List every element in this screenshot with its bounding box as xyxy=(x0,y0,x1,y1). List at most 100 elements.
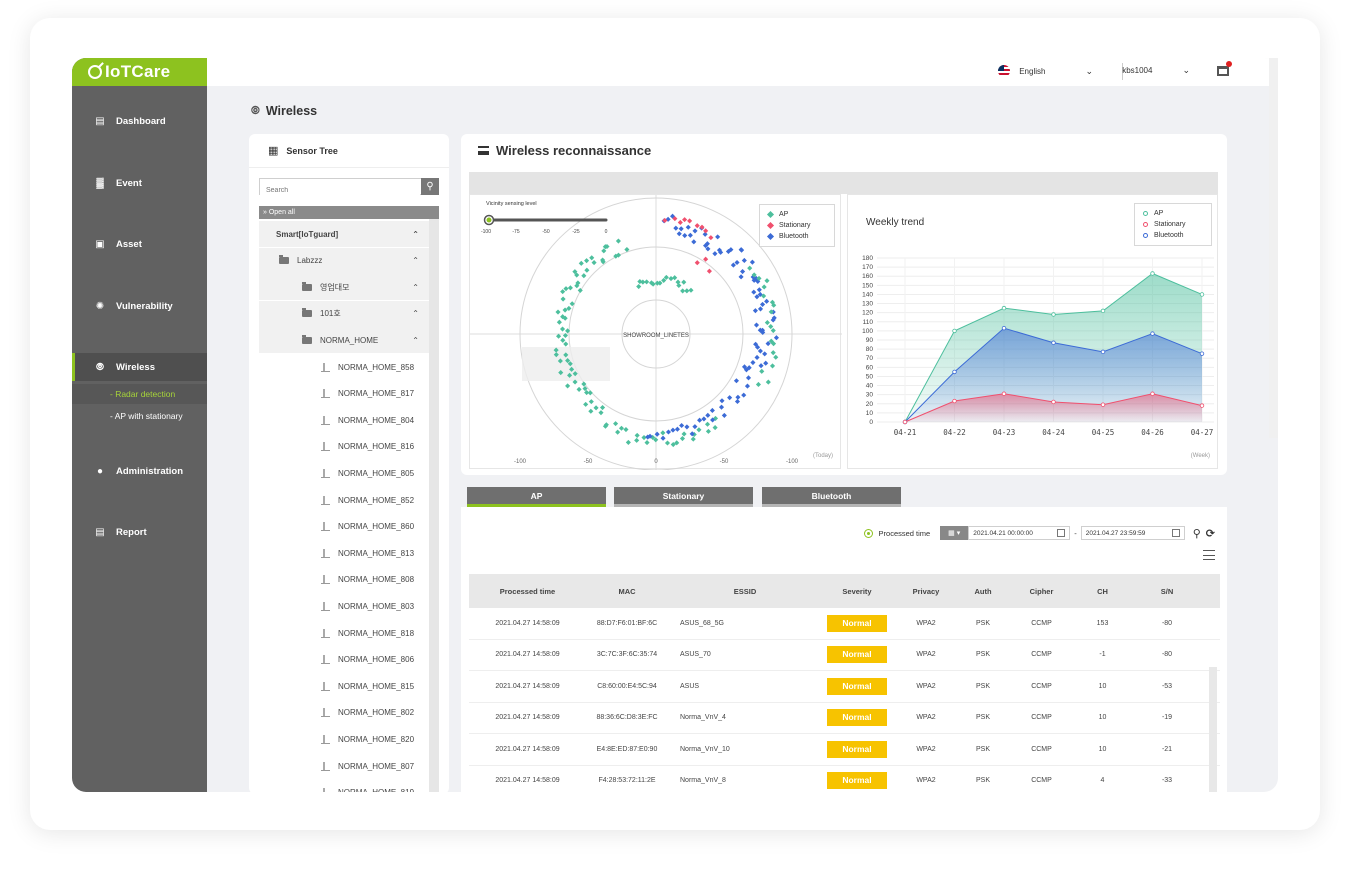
bluetooth-point[interactable] xyxy=(697,417,703,423)
bluetooth-point[interactable] xyxy=(762,351,768,357)
submenu-ap-with-stationary[interactable]: - AP with stationary xyxy=(110,411,183,421)
bluetooth-point[interactable] xyxy=(1051,340,1056,345)
tree-sensor-node[interactable]: NORMA_HOME_813 xyxy=(259,540,429,566)
tree-sensor-node[interactable]: NORMA_HOME_815 xyxy=(259,673,429,699)
ap-point[interactable] xyxy=(952,328,957,334)
ap-point[interactable] xyxy=(770,327,776,334)
ap-point[interactable] xyxy=(771,341,777,347)
menu-icon[interactable] xyxy=(478,146,489,155)
user-menu[interactable]: kbs1004 ⌄ xyxy=(1122,65,1190,75)
chevron-up-icon[interactable]: ⌃ xyxy=(412,309,419,319)
bluetooth-point[interactable] xyxy=(715,234,721,240)
ap-point[interactable] xyxy=(581,273,587,279)
tree-sensor-node[interactable]: NORMA_HOME_852 xyxy=(259,487,429,513)
table-row[interactable]: 2021.04.27 14:58:09 3C:7C:3F:6C:35:74 ASUS… xyxy=(469,640,1220,671)
bluetooth-point[interactable] xyxy=(734,398,741,405)
bluetooth-point[interactable] xyxy=(701,416,707,422)
ap-point[interactable] xyxy=(644,279,650,285)
bluetooth-point[interactable] xyxy=(721,412,727,418)
bluetooth-point[interactable] xyxy=(687,232,693,238)
ap-point[interactable] xyxy=(768,324,774,330)
ap-point[interactable] xyxy=(681,279,687,285)
ap-point[interactable] xyxy=(1150,271,1155,276)
tab-ap[interactable]: AP xyxy=(467,487,606,507)
sidebar-item-dashboard[interactable]: ▤ Dashboard xyxy=(72,107,207,135)
bluetooth-point[interactable] xyxy=(1100,349,1106,355)
tree-sensor-node[interactable]: NORMA_HOME_808 xyxy=(259,567,429,593)
bluetooth-point[interactable] xyxy=(718,404,725,410)
stationary-point[interactable] xyxy=(682,217,688,223)
calendar-icon[interactable] xyxy=(1057,529,1066,537)
bluetooth-point[interactable] xyxy=(754,354,760,361)
column-settings-icon[interactable] xyxy=(1203,550,1215,560)
bluetooth-point[interactable] xyxy=(760,301,766,307)
ap-point[interactable] xyxy=(572,371,578,377)
ap-point[interactable] xyxy=(556,319,562,325)
bluetooth-point[interactable] xyxy=(773,335,779,341)
tab-bluetooth[interactable]: Bluetooth xyxy=(762,487,901,507)
bluetooth-point[interactable] xyxy=(740,268,746,275)
tree-folder-node[interactable]: 영업대모 ⌃ xyxy=(259,274,429,301)
bluetooth-point[interactable] xyxy=(749,259,755,265)
bluetooth-point[interactable] xyxy=(685,224,691,230)
ap-point[interactable] xyxy=(555,309,561,315)
ap-point[interactable] xyxy=(773,354,779,360)
ap-point[interactable] xyxy=(582,386,588,392)
bluetooth-point[interactable] xyxy=(692,228,698,234)
bluetooth-point[interactable] xyxy=(752,308,758,314)
ap-point[interactable] xyxy=(613,421,619,427)
bluetooth-point[interactable] xyxy=(734,259,740,266)
bluetooth-point[interactable] xyxy=(674,426,680,432)
column-header[interactable]: Auth xyxy=(974,586,992,596)
stationary-point[interactable] xyxy=(706,268,712,274)
stationary-point[interactable] xyxy=(694,260,700,266)
bluetooth-point[interactable] xyxy=(730,262,736,268)
stationary-point[interactable] xyxy=(694,223,700,229)
stationary-point[interactable] xyxy=(703,228,709,234)
tree-sensor-node[interactable]: NORMA_HOME_818 xyxy=(259,620,429,646)
chevron-up-icon[interactable]: ⌃ xyxy=(412,335,419,345)
bluetooth-point[interactable] xyxy=(727,395,733,401)
bluetooth-point[interactable] xyxy=(654,431,660,437)
ap-point[interactable] xyxy=(625,439,631,445)
table-row[interactable]: 2021.04.27 14:58:09 C8:60:00:E4:5C:94 ASUS… xyxy=(469,671,1220,703)
ap-point[interactable] xyxy=(615,429,621,435)
tree-sensor-node[interactable]: NORMA_HOME_803 xyxy=(259,593,429,619)
ap-point[interactable] xyxy=(567,285,573,291)
bluetooth-point[interactable] xyxy=(712,251,718,257)
chevron-up-icon[interactable]: ⌃ xyxy=(412,229,419,239)
date-from-input[interactable]: 2021.04.21 00:00:00 xyxy=(968,526,1071,540)
stationary-point[interactable] xyxy=(687,218,693,224)
tree-folder-node[interactable]: 101호 ⌃ xyxy=(259,300,429,327)
chevron-up-icon[interactable]: ⌃ xyxy=(412,256,419,266)
ap-point[interactable] xyxy=(668,276,674,282)
ap-point[interactable] xyxy=(660,430,666,436)
column-header[interactable]: S/N xyxy=(1160,586,1174,596)
search-icon[interactable]: ⚲ xyxy=(1192,527,1201,540)
ap-point[interactable] xyxy=(676,282,682,289)
chevron-up-icon[interactable]: ⌃ xyxy=(412,282,419,292)
column-header[interactable]: CH xyxy=(1097,586,1108,596)
ap-point[interactable] xyxy=(681,431,687,437)
tree-sensor-node[interactable]: NORMA_HOME_806 xyxy=(259,647,429,673)
bluetooth-point[interactable] xyxy=(1150,331,1155,336)
bluetooth-point[interactable] xyxy=(733,378,739,384)
stationary-point[interactable] xyxy=(1001,391,1007,396)
ap-point[interactable] xyxy=(679,435,686,442)
tree-sensor-node[interactable]: NORMA_HOME_802 xyxy=(259,700,429,726)
ap-point[interactable] xyxy=(593,405,599,411)
ap-point[interactable] xyxy=(1100,308,1106,314)
stationary-point[interactable] xyxy=(677,219,683,226)
submenu-radar-detection[interactable]: - Radar detection xyxy=(72,384,207,404)
stationary-point[interactable] xyxy=(708,235,714,241)
ap-point[interactable] xyxy=(636,283,642,290)
notification-icon[interactable] xyxy=(1216,61,1232,77)
stationary-point[interactable] xyxy=(1150,391,1155,396)
ap-point[interactable] xyxy=(761,284,767,290)
ap-point[interactable] xyxy=(562,332,568,339)
ap-point[interactable] xyxy=(559,326,566,332)
ap-point[interactable] xyxy=(589,255,595,261)
tree-sensor-node[interactable]: NORMA_HOME_816 xyxy=(259,434,429,460)
ap-point[interactable] xyxy=(560,296,566,302)
ap-point[interactable] xyxy=(565,383,571,389)
